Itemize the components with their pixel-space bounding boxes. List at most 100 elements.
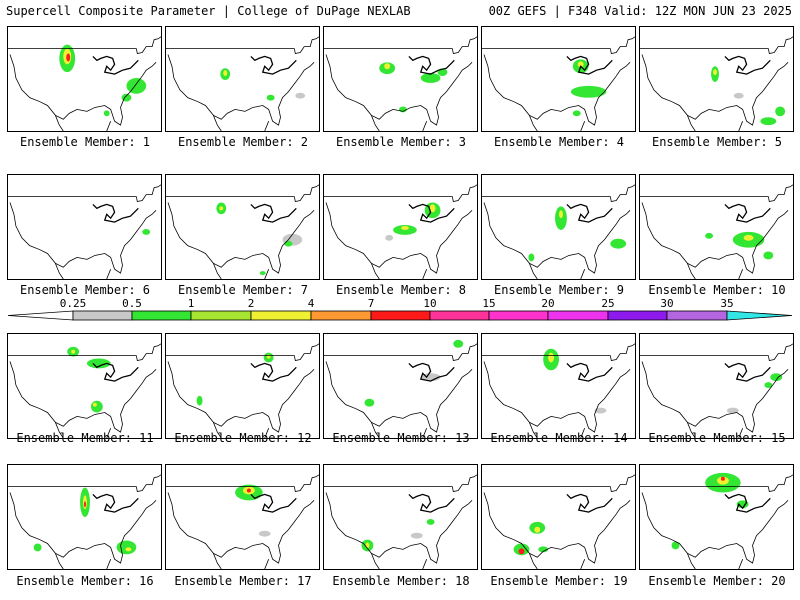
- coastline-border: [640, 36, 793, 126]
- us-basemap: [324, 36, 477, 131]
- ensemble-map-panel: [7, 333, 162, 439]
- coastline-border: [8, 343, 161, 433]
- run-info: 00Z GEFS | F348 Valid: 12Z MON JUN 23 20…: [488, 4, 792, 18]
- mexico-border: [213, 553, 270, 569]
- colorbar-segment: [370, 310, 431, 321]
- ensemble-member-label: Ensemble Member: 19: [490, 574, 628, 588]
- scp-contour-fill: [90, 400, 103, 413]
- ensemble-map-panel: [165, 174, 320, 280]
- colorbar-low-arrow: [7, 310, 74, 321]
- us-basemap: [482, 36, 635, 131]
- map-title: Supercell Composite Parameter | College …: [6, 4, 411, 18]
- ensemble-member-label: Ensemble Member: 17: [174, 574, 312, 588]
- great-lakes-outline: [408, 493, 455, 513]
- us-basemap: [166, 184, 319, 279]
- colorbar-tick-label: 0.5: [122, 297, 142, 310]
- ensemble-map-panel: [481, 26, 636, 132]
- mexico-border: [213, 263, 270, 279]
- coastline-border: [482, 184, 635, 274]
- ensemble-map-panel: [165, 26, 320, 132]
- coastline-border: [166, 343, 319, 433]
- ensemble-member-label: Ensemble Member: 7: [177, 283, 309, 297]
- us-basemap: [8, 343, 161, 438]
- ensemble-member-label: Ensemble Member: 20: [648, 574, 786, 588]
- ensemble-member-label: Ensemble Member: 18: [332, 574, 470, 588]
- us-basemap: [640, 36, 793, 131]
- scp-contour-fill: [705, 232, 714, 239]
- ensemble-member-label: Ensemble Member: 14: [490, 431, 628, 445]
- colorbar-tick-label: 20: [541, 297, 555, 310]
- ensemble-map-panel: [7, 26, 162, 132]
- great-lakes-outline: [408, 362, 455, 382]
- ensemble-map-panel: [481, 333, 636, 439]
- us-basemap: [482, 184, 635, 279]
- scp-contour-fill: [671, 541, 680, 550]
- scp-contour-fill: [720, 476, 725, 481]
- coastline-border: [8, 36, 161, 126]
- colorbar-segment: [250, 310, 312, 321]
- ensemble-member-label: Ensemble Member: 3: [335, 135, 467, 149]
- ensemble-member-label: Ensemble Member: 13: [332, 431, 470, 445]
- scp-contour-fill: [92, 402, 97, 407]
- ensemble-map-panel: [323, 464, 478, 570]
- coastline-border: [324, 474, 477, 564]
- us-basemap: [166, 36, 319, 131]
- mexico-border: [55, 263, 112, 279]
- scp-contour-fill: [420, 73, 441, 83]
- coastline-border: [482, 36, 635, 126]
- coastline-border: [324, 184, 477, 274]
- scp-contour-fill: [71, 349, 76, 354]
- scp-contour-fill: [743, 234, 754, 241]
- great-lakes-outline: [724, 203, 771, 223]
- scp-contour-fill: [528, 253, 535, 262]
- scp-contour-fill: [518, 548, 525, 555]
- ensemble-map-panel: [639, 464, 794, 570]
- scp-contour-fill: [246, 488, 251, 493]
- scp-contour-fill: [775, 106, 786, 117]
- us-basemap: [640, 343, 793, 438]
- ensemble-map-panel: [323, 26, 478, 132]
- scp-contour-fill: [770, 373, 783, 382]
- scp-contour-fill: [66, 53, 71, 62]
- colorbar-tick-label: 1: [187, 297, 195, 310]
- coastline-border: [166, 474, 319, 564]
- mexico-border: [213, 422, 270, 438]
- ensemble-member-label: Ensemble Member: 5: [651, 135, 783, 149]
- scp-contour-fill: [594, 407, 607, 414]
- scp-contour-fill: [453, 339, 464, 348]
- us-basemap: [324, 474, 477, 569]
- us-basemap: [640, 184, 793, 279]
- mexico-border: [55, 553, 112, 569]
- colorbar-tick-label: 4: [307, 297, 315, 310]
- great-lakes-outline: [92, 203, 139, 223]
- coastline-border: [324, 343, 477, 433]
- scp-contour-fill: [142, 228, 151, 235]
- ensemble-map-panel: [165, 464, 320, 570]
- colorbar-segment: [666, 310, 728, 321]
- colorbar-tick-label: 35: [720, 297, 734, 310]
- ensemble-member-label: Ensemble Member: 6: [19, 283, 151, 297]
- ensemble-member-label: Ensemble Member: 15: [648, 431, 786, 445]
- colorbar-tick-label: 7: [367, 297, 375, 310]
- colorbar-segment: [310, 310, 372, 321]
- scp-contour-fill: [126, 78, 147, 94]
- colorbar-segment: [190, 310, 252, 321]
- great-lakes-outline: [408, 203, 455, 223]
- great-lakes-outline: [724, 55, 771, 75]
- scp-contour-fill: [84, 501, 86, 508]
- ensemble-member-label: Ensemble Member: 4: [493, 135, 625, 149]
- scp-contour-fill: [534, 526, 541, 533]
- us-basemap: [482, 343, 635, 438]
- great-lakes-outline: [250, 362, 297, 382]
- ensemble-member-label: Ensemble Member: 1: [19, 135, 151, 149]
- us-basemap: [324, 184, 477, 279]
- ensemble-map-panel: [7, 464, 162, 570]
- great-lakes-outline: [566, 493, 613, 513]
- coastline-border: [8, 474, 161, 564]
- colorbar-segment: [547, 310, 609, 321]
- scp-contour-fill: [538, 546, 549, 553]
- coastline-border: [482, 474, 635, 564]
- mexico-border: [687, 263, 744, 279]
- scp-contour-fill: [223, 70, 228, 77]
- scp-contour-fill: [259, 271, 266, 276]
